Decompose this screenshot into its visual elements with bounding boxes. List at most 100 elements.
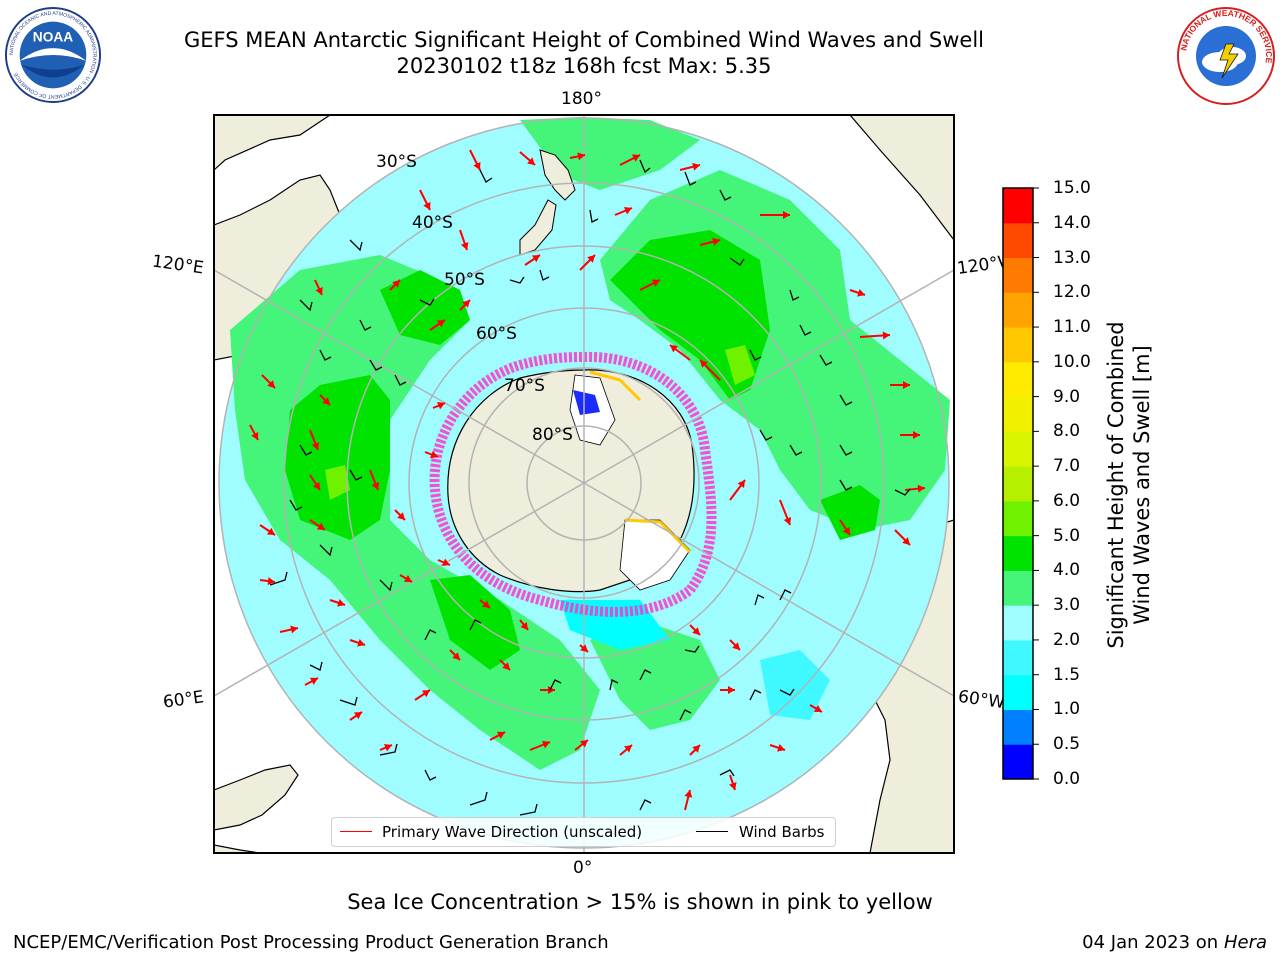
date-value: 04 Jan 2023 on [1082, 932, 1224, 953]
antarctic-land-corner [849, 115, 954, 241]
wave-arrow [760, 211, 790, 219]
colorbar-swatch [1003, 396, 1033, 432]
wave-arrow [279, 625, 299, 634]
wave-arrow [319, 394, 331, 406]
wave-arrowhead [580, 740, 588, 748]
colorbar-swatch [1003, 292, 1033, 328]
colorbar-tick-label: 12.0 [1053, 282, 1091, 303]
wave-arrow [309, 474, 321, 491]
wave-arrowhead [903, 381, 910, 389]
legend-wave-swatch [340, 831, 372, 832]
wave-arrow [309, 519, 326, 531]
wave-arrow [399, 574, 413, 583]
wind-barb [394, 374, 407, 386]
wind-barb [424, 629, 437, 641]
wave-arrowhead [813, 705, 822, 712]
wave-arrow [689, 624, 701, 636]
wave-arrow [729, 479, 746, 501]
wind-barb [819, 354, 833, 366]
wave-arrow [489, 731, 506, 741]
wave-arrowhead [371, 482, 380, 490]
wave-arrowhead [548, 686, 555, 694]
wave-arrowhead [857, 288, 865, 297]
wind-barb [799, 324, 812, 336]
colorbar-swatch [1003, 500, 1033, 537]
wave-arrowhead [496, 731, 505, 739]
wave-arrowhead [580, 644, 588, 652]
wave-arrow [437, 558, 451, 566]
wave-arrow [574, 739, 589, 751]
wave-arrow [519, 151, 536, 166]
wind-barb [609, 679, 619, 691]
colorbar-swatch [1003, 744, 1033, 780]
lat-label-60s: 60°S [476, 324, 517, 344]
wind-barb [349, 239, 363, 252]
wind-barb [349, 469, 363, 481]
wave-arrow [519, 619, 529, 631]
colorbar-tick-label: 1.0 [1053, 699, 1081, 720]
wind-barb [339, 696, 358, 706]
lat-label-50s: 50°S [444, 270, 485, 290]
legend-wind-label: Wind Barbs [739, 823, 825, 841]
wave-arrowhead [452, 652, 460, 660]
wave-arrow [614, 206, 633, 216]
colorbar-tick-label: 13.0 [1053, 247, 1091, 268]
wind-barb [639, 159, 651, 174]
wave-arrowhead [692, 745, 700, 753]
colorbar-tick-label: 9.0 [1053, 386, 1081, 407]
wave-band-high-5 [820, 485, 880, 540]
wind-barb [894, 488, 911, 496]
wave-arrowhead [251, 431, 259, 440]
wave-arrow [849, 288, 866, 297]
wave-arrowhead [783, 517, 792, 525]
wave-arrowhead [316, 522, 325, 530]
africa-land [214, 764, 299, 853]
colorbar-swatch [1003, 431, 1033, 467]
wind-barb [539, 269, 550, 281]
wave-arrow [414, 689, 431, 701]
wave-arrowhead [357, 638, 365, 647]
wave-arrow [720, 686, 735, 694]
wave-arrow [379, 744, 393, 752]
wind-barb [359, 319, 372, 331]
colorbar-swatch [1003, 639, 1033, 676]
lon-label-180: 180° [561, 89, 602, 109]
wave-arrow [839, 519, 851, 536]
wave-arrow [314, 279, 323, 296]
wind-barb [789, 289, 800, 301]
lat-label-80s: 80°S [532, 425, 573, 445]
wind-barb [639, 799, 652, 811]
low-ice-zone [573, 390, 600, 415]
map-frame [213, 114, 955, 854]
wave-arrow [304, 677, 319, 686]
wind-barb [639, 669, 652, 681]
wave-arrowhead [542, 740, 550, 749]
wave-arrowhead [631, 154, 640, 162]
wave-arrow [459, 299, 471, 311]
colorbar-swatch [1003, 709, 1033, 745]
wave-arrow [689, 744, 701, 756]
wave-arrowhead [437, 402, 445, 410]
colorbar-swatch [1003, 466, 1033, 502]
wind-barb [719, 189, 732, 201]
wave-arrow [540, 686, 555, 694]
colorbar-tick-label: 2.0 [1053, 629, 1081, 650]
wave-arrow [569, 152, 586, 161]
wave-arrow [349, 638, 366, 647]
wave-arrow [859, 331, 891, 340]
colorbar-swatch [1003, 257, 1033, 293]
wave-arrowhead [624, 206, 632, 215]
legend: Primary Wave Direction (unscaled) Wind B… [331, 817, 836, 847]
colorbar-swatch [1003, 222, 1033, 259]
wave-arrow [809, 704, 823, 713]
wave-band-low [760, 650, 830, 720]
wave-arrowhead [473, 161, 481, 170]
wave-arrowhead [531, 255, 540, 263]
wave-arrowhead [692, 627, 700, 635]
wind-barb [684, 171, 697, 186]
wave-arrow [249, 424, 259, 441]
wave-arrow [699, 359, 721, 381]
colorbar-tick-label: 3.0 [1053, 595, 1081, 616]
wind-barb [779, 688, 795, 696]
wave-arrow [900, 431, 920, 439]
